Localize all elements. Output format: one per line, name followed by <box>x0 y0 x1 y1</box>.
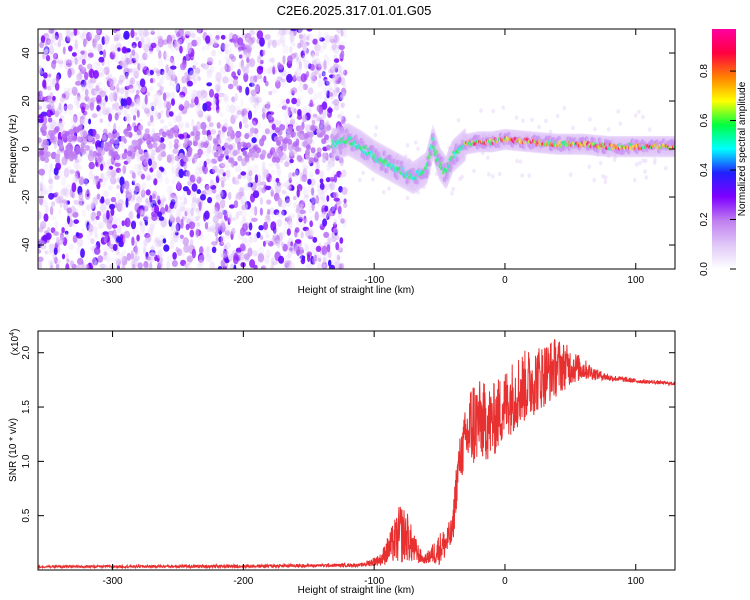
spectrogram-ylabel: Frequency (Hz) <box>8 115 19 184</box>
snr-panel: -300 -200 -100 0 100 0.5 1.0 1.5 2.0 Height of s… <box>8 329 676 596</box>
colorbar-ticks: 0.0 0.2 0.4 0.6 0.8 <box>699 64 736 276</box>
snr-ytick-label: 1.0 <box>21 454 32 468</box>
figure-title: C2E6.2025.317.01.01.G05 <box>277 3 432 18</box>
colorbar-tick-label: 0.6 <box>699 113 710 127</box>
spectrogram-plot-area <box>38 29 675 269</box>
spectrogram-ytick-label: -40 <box>21 237 32 252</box>
spectrogram-xtick-label: -300 <box>103 275 123 286</box>
snr-xtick-label: -200 <box>233 576 253 587</box>
spectrogram-xtick-label: -200 <box>233 275 253 286</box>
snr-ticks: -300 -200 -100 0 100 0.5 1.0 1.5 2.0 <box>21 331 675 587</box>
snr-xtick-label: -300 <box>103 576 123 587</box>
snr-multiplier-base: (x10 <box>10 335 21 355</box>
snr-multiplier: (x104) <box>9 329 21 356</box>
colorbar-tick-label: 0.8 <box>699 64 710 78</box>
spectrogram-ytick-label: -20 <box>21 189 32 204</box>
spectrogram-ytick-label: 0 <box>21 146 32 152</box>
colorbar-label: Normalized spectral amplitude <box>737 81 748 216</box>
snr-frame <box>37 330 676 571</box>
snr-xlabel: Height of straight line (km) <box>298 585 415 596</box>
snr-trace <box>37 339 675 570</box>
spectrogram-ytick-label: 20 <box>21 95 32 107</box>
spectrogram-xlabel: Height of straight line (km) <box>298 285 415 296</box>
snr-plot-area <box>37 339 675 570</box>
spectrogram-xtick-label: 100 <box>627 275 644 286</box>
snr-multiplier-exp: 4 <box>9 332 16 336</box>
snr-ytick-label: 2.0 <box>21 345 32 359</box>
snr-xtick-label: -100 <box>364 576 384 587</box>
spectrogram-xtick-label: -100 <box>364 275 384 286</box>
spectrogram-xtick-label: 0 <box>502 275 508 286</box>
colorbar: 0.0 0.2 0.4 0.6 0.8 Normalized spectral ampl… <box>699 29 748 276</box>
snr-xtick-label: 100 <box>627 576 644 587</box>
colorbar-tick-label: 0.4 <box>699 163 710 177</box>
colorbar-gradient <box>712 29 736 269</box>
snr-ytick-label: 0.5 <box>21 508 32 522</box>
snr-xtick-label: 0 <box>502 576 508 587</box>
snr-ylabel: SNR (10 * v/v) <box>8 418 19 482</box>
spectrogram-ytick-label: 40 <box>21 47 32 59</box>
colorbar-tick-label: 0.2 <box>699 212 710 226</box>
snr-ytick-label: 1.5 <box>21 400 32 414</box>
svg-text:(x104): (x104) <box>9 329 21 356</box>
spectrogram-speckles <box>38 29 675 269</box>
colorbar-tick-label: 0.0 <box>699 262 710 276</box>
